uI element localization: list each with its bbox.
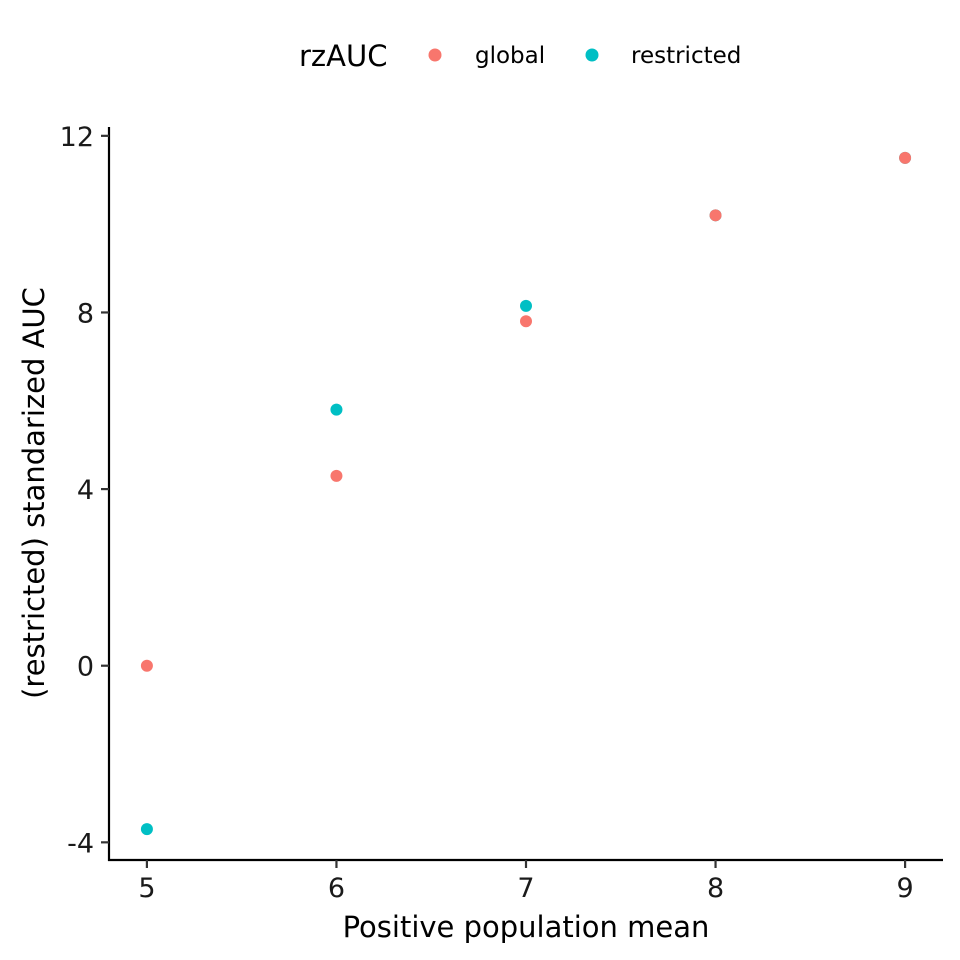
y-tick-label: 8 — [77, 298, 94, 329]
point-restricted — [330, 403, 343, 416]
x-ticks: 5 6 7 8 9 — [138, 860, 914, 904]
legend: rzAUC global restricted — [299, 39, 741, 73]
x-tick-label: 5 — [138, 873, 155, 904]
y-ticks: -4 0 4 8 12 — [60, 122, 109, 859]
x-tick-label: 7 — [517, 873, 534, 904]
x-axis-title: Positive population mean — [343, 910, 710, 944]
point-global — [140, 659, 153, 672]
point-global — [709, 209, 722, 222]
point-global — [899, 151, 912, 164]
legend-label-restricted: restricted — [631, 43, 741, 69]
legend-key-global — [428, 48, 442, 62]
data-points — [140, 151, 912, 836]
point-restricted — [520, 299, 532, 312]
x-tick-label: 9 — [896, 873, 913, 904]
legend-key-restricted — [585, 48, 599, 62]
point-global — [520, 315, 532, 328]
y-tick-label: 0 — [77, 652, 94, 683]
x-tick-label: 6 — [328, 873, 345, 904]
y-axis-title: (restricted) standarized AUC — [17, 287, 51, 699]
x-tick-label: 8 — [707, 873, 724, 904]
point-global — [330, 469, 343, 482]
legend-title: rzAUC — [299, 39, 387, 73]
point-restricted — [140, 823, 153, 836]
legend-label-global: global — [475, 43, 545, 69]
y-tick-label: 4 — [77, 475, 94, 506]
y-tick-label: 12 — [60, 122, 94, 153]
y-tick-label: -4 — [67, 828, 94, 859]
